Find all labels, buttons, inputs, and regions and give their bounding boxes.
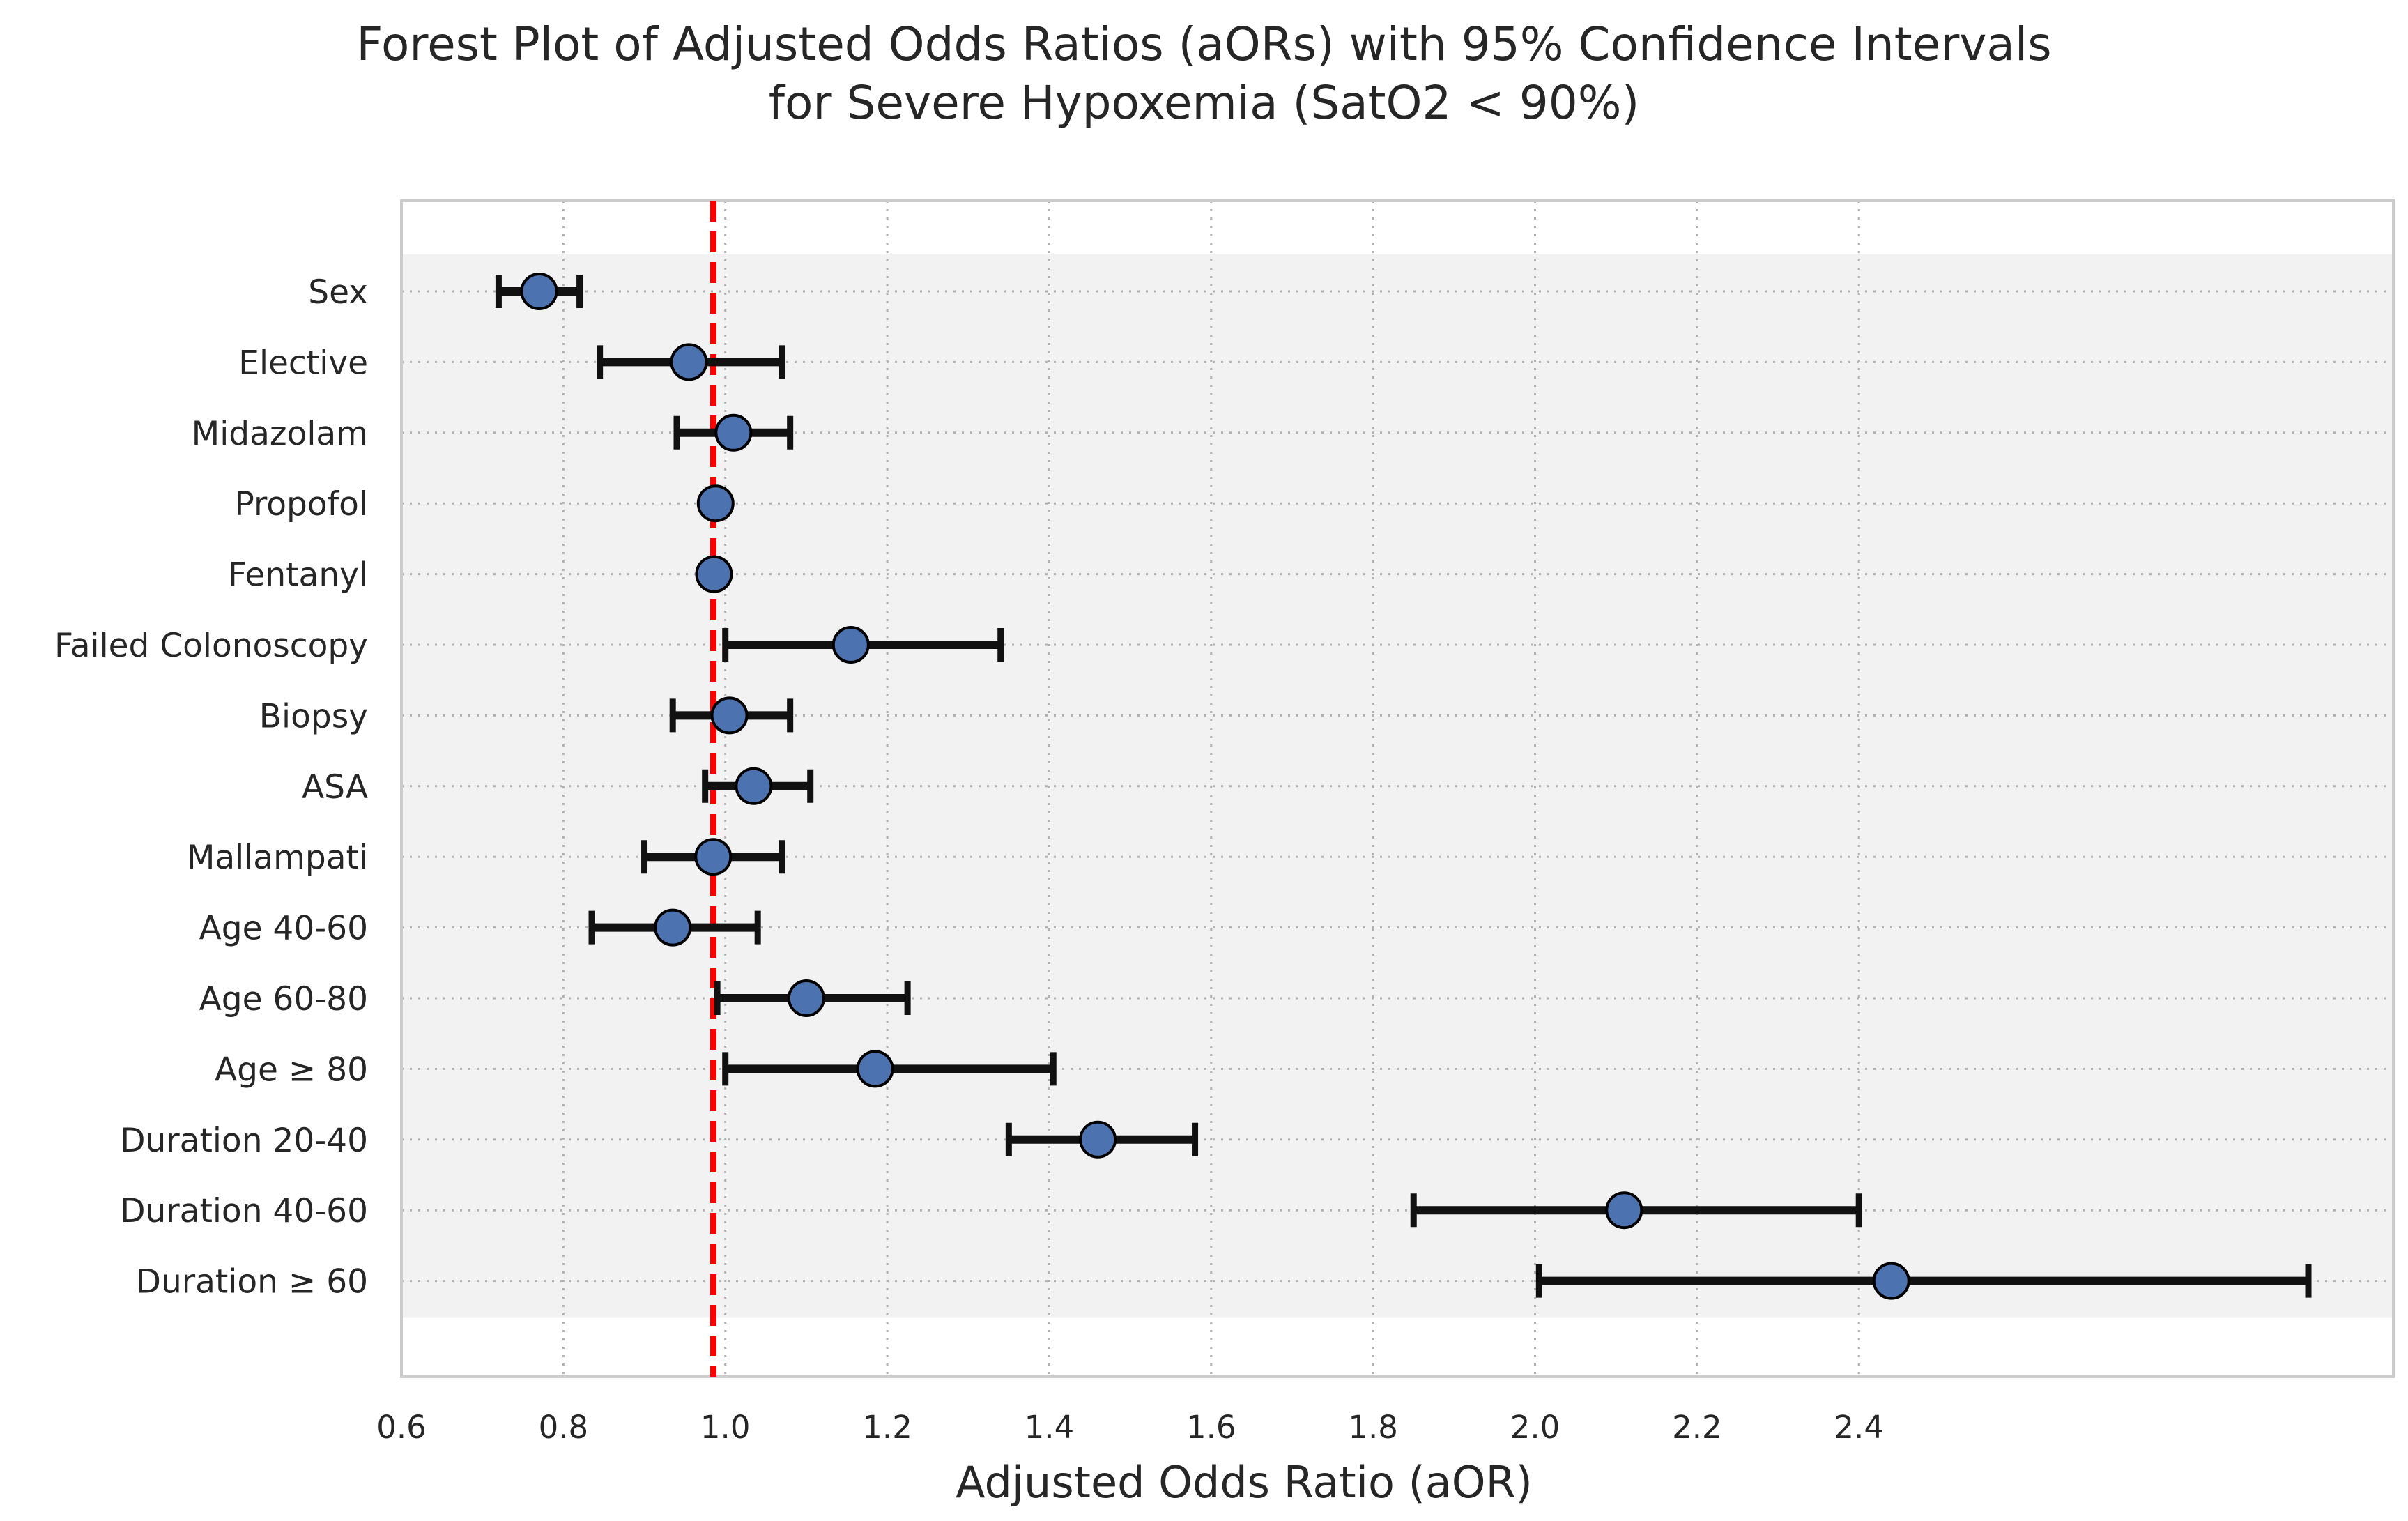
estimate-point-2 [714,413,753,452]
x-tick-label-5: 1.6 [1186,1409,1236,1446]
estimate-point-12 [1079,1120,1117,1159]
estimate-point-11 [856,1050,894,1088]
chart-title-line-1: Forest Plot of Adjusted Odds Ratios (aOR… [356,17,2052,71]
chart-title: Forest Plot of Adjusted Odds Ratios (aOR… [0,15,2408,132]
y-tick-label-4: Fentanyl [228,556,368,595]
x-axis-label: Adjusted Odds Ratio (aOR) [956,1457,1533,1508]
estimate-point-13 [1605,1191,1643,1230]
y-tick-label-6: Biopsy [259,697,368,735]
y-tick-label-1: Elective [238,344,368,382]
estimate-point-5 [831,626,870,664]
y-tick-label-11: Age ≥ 80 [215,1050,368,1089]
y-tick-label-10: Age 60-80 [199,980,368,1018]
estimate-point-9 [654,908,692,947]
estimate-point-10 [787,979,825,1017]
estimate-point-7 [735,767,773,805]
chart-title-line-2: for Severe Hypoxemia (SatO2 < 90%) [768,76,1640,130]
estimate-point-14 [1872,1262,1910,1300]
x-tick-label-6: 1.8 [1348,1409,1398,1446]
estimate-point-0 [520,273,558,310]
x-tick-label-7: 2.0 [1510,1409,1560,1446]
y-tick-label-8: Mallampati [187,839,368,877]
y-tick-label-5: Failed Colonoscopy [54,627,368,665]
estimate-point-6 [710,696,749,735]
x-tick-label-9: 2.4 [1834,1409,1884,1446]
estimate-point-8 [694,838,733,876]
x-tick-label-0: 0.6 [376,1409,427,1446]
y-tick-label-13: Duration 40-60 [120,1192,368,1230]
estimate-point-1 [670,343,708,381]
x-tick-label-8: 2.2 [1672,1409,1722,1446]
y-tick-label-14: Duration ≥ 60 [136,1263,368,1301]
y-tick-label-2: Midazolam [192,415,368,453]
y-tick-label-7: ASA [302,768,368,807]
y-tick-label-0: Sex [308,273,368,312]
plot-frame [400,199,2395,1378]
x-tick-label-3: 1.2 [862,1409,912,1446]
x-tick-label-2: 1.0 [700,1409,751,1446]
y-tick-label-9: Age 40-60 [199,910,368,948]
x-tick-label-1: 0.8 [539,1409,589,1446]
y-tick-label-3: Propofol [234,485,368,523]
x-tick-label-4: 1.4 [1025,1409,1075,1446]
estimate-point-3 [696,484,735,523]
y-tick-label-12: Duration 20-40 [120,1122,368,1160]
estimate-point-4 [695,555,733,593]
